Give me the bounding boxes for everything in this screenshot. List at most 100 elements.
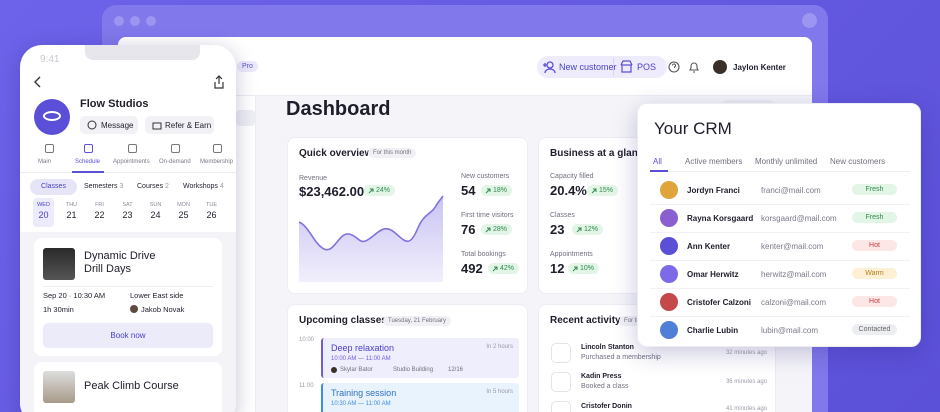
pos-button[interactable]: POS — [637, 62, 657, 72]
customer-name: Omar Herwitz — [687, 270, 739, 279]
text: Total bookings — [461, 251, 506, 258]
weekday[interactable]: SAT — [122, 202, 133, 208]
decoration — [214, 75, 224, 89]
text: 18% — [493, 187, 508, 194]
decoration — [492, 266, 498, 271]
status-pill: Contacted — [852, 324, 897, 335]
decoration — [114, 16, 124, 26]
decoration — [485, 188, 491, 193]
decoration — [689, 62, 699, 73]
filter-pill[interactable]: Courses 2 — [137, 183, 169, 190]
row-divider — [650, 316, 910, 317]
day-date[interactable]: 23 — [122, 210, 133, 220]
decoration — [213, 144, 222, 153]
avatar — [660, 321, 678, 339]
bell-icon[interactable] — [688, 61, 700, 73]
weekday[interactable]: TUE — [206, 202, 217, 208]
text: In 2 hours — [486, 344, 513, 350]
event-card[interactable]: Dynamic Drive Drill Days Sep 20 · 10:30 … — [34, 238, 222, 356]
decoration — [368, 188, 374, 193]
text: Courses — [137, 183, 164, 190]
tab[interactable]: Appointments — [113, 159, 150, 165]
text: 492 — [461, 261, 483, 276]
crm-tab[interactable]: All — [653, 157, 662, 166]
customer-name: Ann Kenter — [687, 242, 731, 251]
day-date[interactable]: 24 — [150, 210, 161, 220]
crm-row[interactable]: Jordyn Franci franci@mail.com Fresh — [638, 176, 920, 204]
decoration: 15% — [587, 185, 619, 196]
text: Jakob Novak — [141, 305, 185, 314]
card-title: Business at a glance — [550, 148, 649, 159]
customer-email: kenter@mail.com — [761, 242, 824, 251]
back-button[interactable] — [32, 76, 44, 88]
decoration — [543, 63, 556, 74]
text: 15% — [599, 187, 614, 194]
help-icon[interactable] — [668, 61, 680, 73]
stat-total-bookings: Total bookings 492 42% — [461, 251, 520, 276]
user-name[interactable]: Jaylon Kenter — [733, 63, 786, 72]
decoration — [650, 171, 910, 172]
crm-row[interactable]: Rayna Korsgaard korsgaard@mail.com Fresh — [638, 204, 920, 232]
decoration — [485, 227, 491, 232]
status-pill: Fresh — [852, 184, 897, 195]
class-block[interactable]: Deep relaxation In 2 hours 10:00 AM — 11… — [321, 338, 519, 378]
day-date[interactable]: 22 — [94, 210, 105, 220]
day-date[interactable]: 20 — [38, 210, 49, 220]
decoration — [171, 144, 180, 153]
crm-tab[interactable]: Monthly unlimited — [755, 157, 818, 166]
weekday[interactable]: WED — [37, 202, 50, 208]
decoration — [368, 188, 374, 193]
decoration: 18% — [481, 185, 513, 196]
crm-tab[interactable]: Active members — [685, 157, 743, 166]
tab[interactable]: Main — [38, 159, 52, 165]
decoration — [546, 61, 554, 69]
new-customer-button[interactable]: New customer — [559, 62, 617, 72]
decoration — [130, 305, 138, 313]
decoration: 10% — [568, 263, 600, 274]
message-button[interactable]: Message — [80, 116, 138, 134]
tab[interactable]: On-demand — [159, 159, 191, 165]
customer-email: herwitz@mail.com — [761, 270, 827, 279]
day-date[interactable]: 21 — [66, 210, 77, 220]
tab[interactable]: Schedule — [75, 159, 101, 165]
crm-row[interactable]: Charlie Lubin lubin@mail.com Contacted — [638, 316, 920, 344]
day-date[interactable]: 25 — [178, 210, 189, 220]
customer-name: Cristofer Calzoni — [687, 298, 752, 307]
decoration — [87, 120, 97, 130]
customer-email: lubin@mail.com — [761, 326, 819, 335]
decoration — [299, 196, 443, 282]
class-block[interactable]: Training session In 5 hours 10:30 AM — 1… — [321, 383, 519, 412]
text: 76 — [461, 222, 476, 237]
decoration — [576, 227, 582, 232]
crm-row[interactable]: Omar Herwitz herwitz@mail.com Warm — [638, 260, 920, 288]
weekday[interactable]: MON — [177, 202, 190, 208]
filter-pill[interactable]: Semesters 3 — [84, 183, 123, 190]
book-button[interactable]: Book now — [43, 323, 213, 348]
decoration — [671, 63, 676, 68]
filter-pill[interactable]: Classes — [30, 179, 77, 195]
filter-pill[interactable]: Workshops 4 — [183, 183, 224, 190]
day-date[interactable]: 26 — [206, 210, 217, 220]
weekday[interactable]: THU — [65, 202, 78, 208]
text: 42% — [500, 265, 515, 272]
tab[interactable]: Membership — [200, 159, 234, 165]
decoration — [87, 120, 97, 130]
weekday[interactable]: SUN — [149, 202, 162, 208]
card-title: Recent activity — [550, 315, 621, 326]
refer-button[interactable]: Refer & Earn — [145, 116, 214, 134]
share-button[interactable] — [213, 75, 225, 89]
activity-action: Booked a class — [581, 383, 629, 390]
weekday[interactable]: FRI — [95, 202, 104, 208]
add-user-icon — [543, 61, 556, 74]
decoration — [485, 227, 491, 232]
decoration — [551, 372, 571, 392]
decoration — [551, 401, 571, 412]
status-time: 9:41 — [40, 54, 60, 65]
event-card[interactable]: Peak Climb Course — [34, 362, 222, 412]
decoration — [43, 371, 75, 403]
decoration — [572, 266, 578, 271]
crm-tab[interactable]: New customers — [830, 157, 886, 166]
crm-row[interactable]: Cristofer Calzoni calzoni@mail.com Hot — [638, 288, 920, 316]
text: Sep 20 · 10:30 AM — [43, 291, 106, 300]
crm-row[interactable]: Ann Kenter kenter@mail.com Hot — [638, 232, 920, 260]
